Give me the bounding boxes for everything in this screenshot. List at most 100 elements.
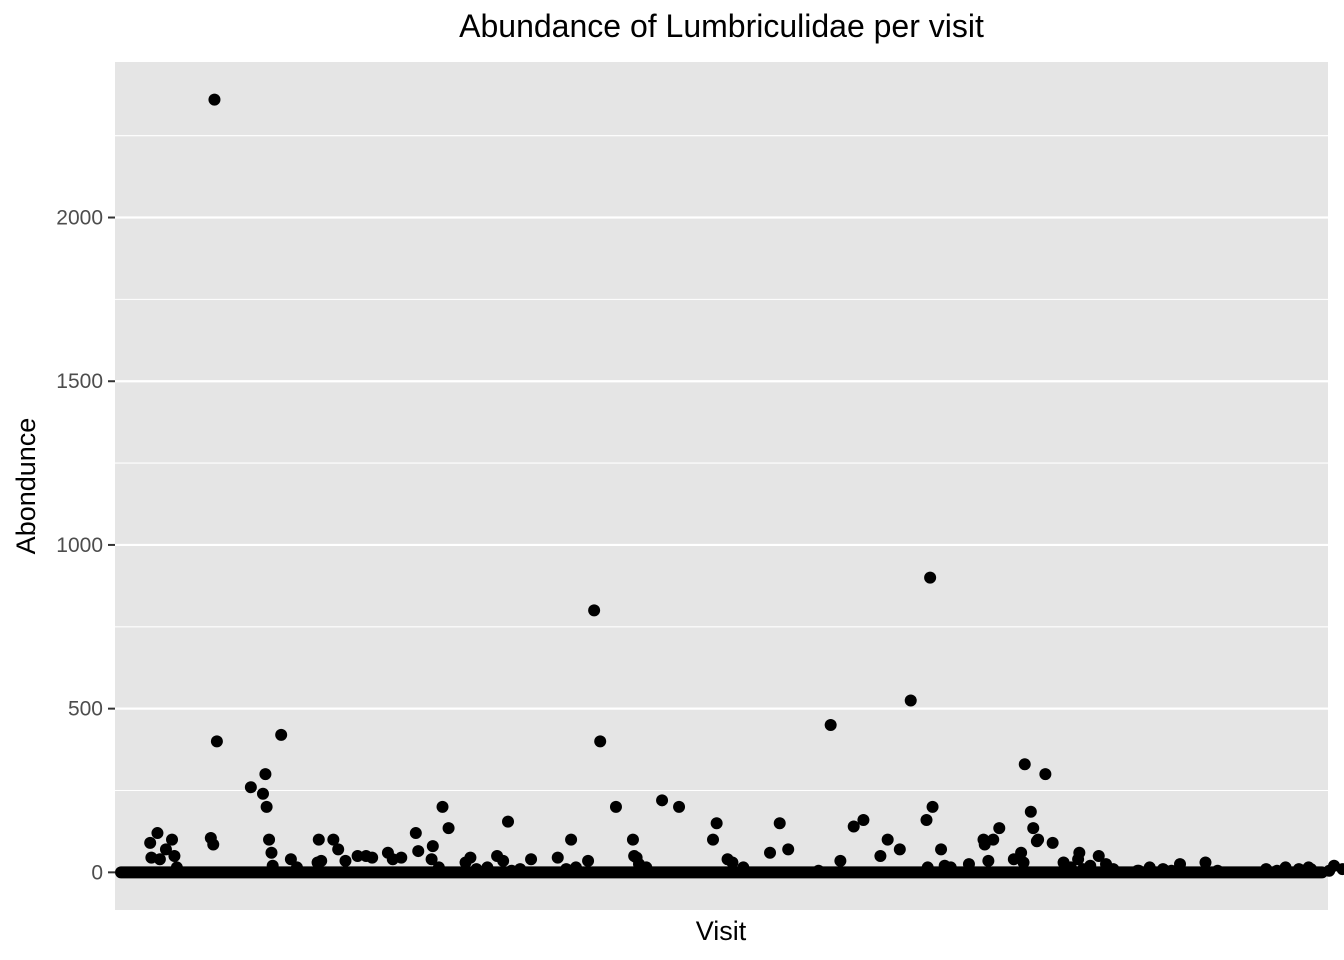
data-point bbox=[366, 851, 379, 864]
plot-panel bbox=[115, 62, 1328, 910]
data-point bbox=[260, 800, 273, 813]
data-point bbox=[1039, 768, 1052, 781]
zero-value-band bbox=[115, 866, 1328, 879]
data-point bbox=[726, 856, 739, 869]
y-axis-title: Abondunce bbox=[11, 418, 41, 555]
data-point bbox=[1211, 864, 1224, 877]
y-tick-label: 1500 bbox=[56, 370, 103, 393]
zero-value-points bbox=[115, 866, 1328, 879]
data-point bbox=[207, 838, 220, 851]
data-point bbox=[351, 849, 364, 862]
data-point bbox=[266, 859, 279, 872]
data-point bbox=[569, 861, 582, 874]
data-point bbox=[425, 853, 438, 866]
data-point bbox=[594, 735, 607, 748]
data-point bbox=[244, 781, 257, 794]
data-point bbox=[857, 813, 870, 826]
y-axis-ticks bbox=[108, 216, 115, 874]
data-point bbox=[847, 820, 860, 833]
data-point bbox=[588, 604, 601, 617]
data-point bbox=[812, 864, 825, 877]
data-point bbox=[153, 853, 166, 866]
data-point bbox=[1143, 861, 1156, 874]
data-point bbox=[1027, 822, 1040, 835]
y-tick-label: 1000 bbox=[56, 534, 103, 557]
data-point bbox=[275, 728, 288, 741]
data-point bbox=[409, 827, 422, 840]
data-point bbox=[1174, 858, 1187, 871]
data-point bbox=[993, 822, 1006, 835]
data-point bbox=[962, 858, 975, 871]
data-point bbox=[987, 833, 1000, 846]
data-point bbox=[1279, 861, 1292, 874]
data-point bbox=[834, 854, 847, 867]
data-point bbox=[1024, 805, 1037, 818]
data-point bbox=[1064, 861, 1077, 874]
data-point bbox=[1260, 863, 1273, 876]
data-point bbox=[824, 719, 837, 732]
data-point bbox=[412, 845, 425, 858]
data-point bbox=[470, 863, 483, 876]
y-tick-label: 500 bbox=[68, 698, 103, 721]
data-point bbox=[656, 794, 669, 807]
data-point bbox=[904, 694, 917, 707]
y-tick-label: 0 bbox=[91, 861, 103, 884]
data-point bbox=[582, 854, 595, 867]
data-point bbox=[426, 840, 439, 853]
data-point bbox=[395, 851, 408, 864]
data-point bbox=[166, 833, 179, 846]
data-point bbox=[1018, 758, 1031, 771]
data-point bbox=[481, 861, 494, 874]
data-point bbox=[640, 861, 653, 874]
data-point bbox=[926, 800, 939, 813]
data-point bbox=[1107, 863, 1120, 876]
data-point bbox=[259, 768, 272, 781]
data-point bbox=[920, 813, 933, 826]
data-point bbox=[626, 833, 639, 846]
data-point bbox=[710, 817, 723, 830]
data-point bbox=[151, 827, 164, 840]
data-point bbox=[1305, 863, 1318, 876]
data-point bbox=[514, 863, 527, 876]
data-point bbox=[464, 851, 477, 864]
data-point bbox=[284, 853, 297, 866]
data-point bbox=[782, 843, 795, 856]
data-point bbox=[332, 843, 345, 856]
data-point bbox=[773, 817, 786, 830]
data-point bbox=[442, 822, 455, 835]
y-tick-label: 2000 bbox=[56, 207, 103, 230]
data-point bbox=[924, 571, 937, 584]
data-point bbox=[737, 861, 750, 874]
data-point bbox=[315, 854, 328, 867]
data-point bbox=[144, 836, 157, 849]
data-point bbox=[982, 854, 995, 867]
data-point bbox=[159, 843, 172, 856]
chart-title: Abundance of Lumbriculidae per visit bbox=[459, 8, 984, 44]
data-point bbox=[497, 854, 510, 867]
data-point bbox=[551, 851, 564, 864]
data-point bbox=[1165, 864, 1178, 877]
data-point bbox=[265, 846, 278, 859]
data-point bbox=[263, 833, 276, 846]
data-point bbox=[1199, 856, 1212, 869]
data-point bbox=[560, 863, 573, 876]
data-point bbox=[1132, 864, 1145, 877]
data-point bbox=[1073, 846, 1086, 859]
y-axis-tick-labels: 0 500 1000 1500 2000 bbox=[56, 207, 103, 885]
data-point bbox=[1046, 836, 1059, 849]
data-points bbox=[144, 93, 1344, 877]
data-point bbox=[168, 849, 181, 862]
x-axis-title: Visit bbox=[696, 916, 747, 946]
data-point bbox=[339, 854, 352, 867]
data-point bbox=[1017, 856, 1030, 869]
data-point bbox=[893, 843, 906, 856]
data-point bbox=[208, 93, 221, 106]
data-point bbox=[1336, 863, 1344, 876]
data-point bbox=[502, 815, 515, 828]
data-point bbox=[921, 861, 934, 874]
data-point bbox=[1092, 849, 1105, 862]
data-point bbox=[565, 833, 578, 846]
data-point bbox=[1032, 833, 1045, 846]
data-point bbox=[673, 800, 686, 813]
